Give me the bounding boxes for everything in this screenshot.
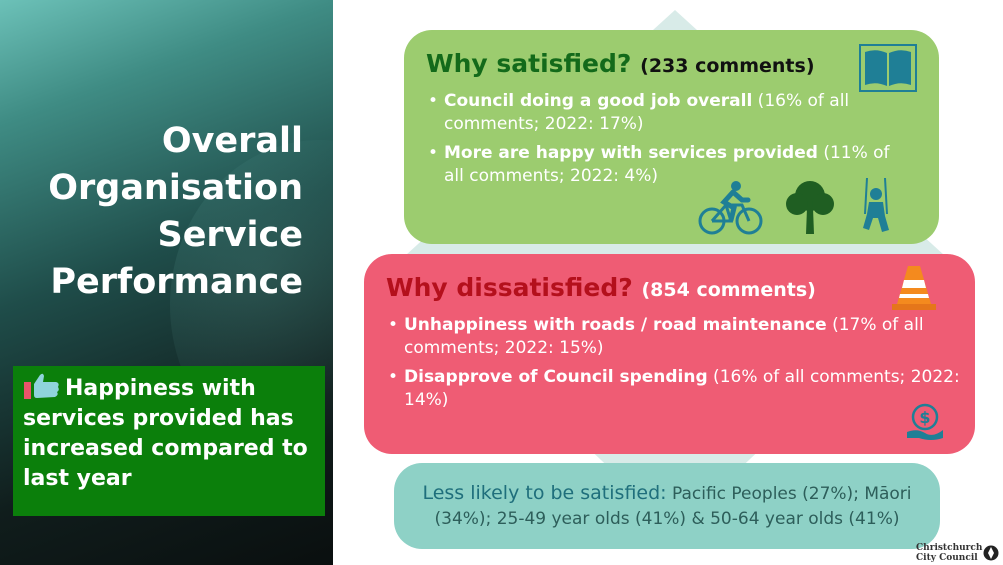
groups-text: Pacific Peoples (27%); Māori (34%); 25-4… — [434, 484, 912, 529]
title-line: Organisation — [48, 168, 303, 208]
satisfied-points: Council doing a good job overall (16% of… — [426, 90, 914, 188]
satisfied-card: Why satisfied? (233 comments) Council do… — [404, 30, 939, 244]
book-icon — [859, 44, 917, 92]
list-item: Unhappiness with roads / road maintenanc… — [388, 314, 984, 360]
satisfied-count: (233 comments) — [640, 55, 815, 77]
council-logo: Christchurch City Council — [916, 543, 1001, 563]
dissatisfied-heading: Why dissatisfied? (854 comments) — [386, 272, 953, 306]
point-bold: Council doing a good job overall — [444, 91, 753, 111]
list-item: More are happy with services provided (1… — [428, 142, 914, 188]
dissatisfied-card: Why dissatisfied? (854 comments) Unhappi… — [364, 254, 975, 454]
point-detail: (11% of all comments; 2022: 4%) — [444, 143, 890, 186]
less-satisfied-groups-card: Less likely to be satisfied: Pacific Peo… — [394, 463, 940, 549]
point-bold: Unhappiness with roads / road maintenanc… — [404, 315, 827, 335]
point-detail: (17% of all comments; 2022: 15%) — [404, 315, 924, 358]
page-title: Overall Organisation Service Performance — [48, 118, 303, 306]
traffic-cone-icon — [892, 266, 936, 310]
tree-icon — [786, 181, 834, 234]
left-panel: Overall Organisation Service Performance… — [0, 0, 333, 565]
logo-line: Christchurch — [916, 543, 983, 553]
logo-line: City Council — [916, 553, 978, 563]
satisfied-heading: Why satisfied? (233 comments) — [426, 48, 917, 82]
list-item: Council doing a good job overall (16% of… — [428, 90, 914, 136]
title-line: Service — [157, 215, 303, 255]
point-detail: (16% of all comments; 2022: 17%) — [444, 91, 850, 134]
highlight-box: Happiness with services provided has inc… — [13, 366, 325, 516]
svg-text:$: $ — [919, 408, 930, 427]
logo-name: Christchurch City Council — [916, 543, 982, 563]
point-detail: (16% of all comments; 2022: 14%) — [404, 367, 960, 410]
highlight-text: Happiness with services provided has inc… — [23, 376, 308, 491]
dissatisfied-points: Unhappiness with roads / road maintenanc… — [386, 314, 984, 412]
list-item: Disapprove of Council spending (16% of a… — [388, 366, 984, 412]
child-on-swing-icon — [863, 178, 889, 232]
cyclist-icon — [698, 181, 763, 235]
dissatisfied-heading-text: Why dissatisfied? — [386, 273, 633, 302]
groups-label: Less likely to be satisfied: — [422, 482, 667, 504]
thumbs-up-icon — [24, 373, 59, 399]
money-hand-icon: $ — [907, 403, 943, 440]
point-bold: Disapprove of Council spending — [404, 367, 708, 387]
satisfied-heading-text: Why satisfied? — [426, 49, 632, 78]
title-line: Overall — [161, 121, 303, 161]
council-logo-icon — [983, 545, 999, 561]
title-line: Performance — [50, 262, 303, 302]
point-bold: More are happy with services provided — [444, 143, 818, 163]
dissatisfied-count: (854 comments) — [641, 279, 816, 301]
